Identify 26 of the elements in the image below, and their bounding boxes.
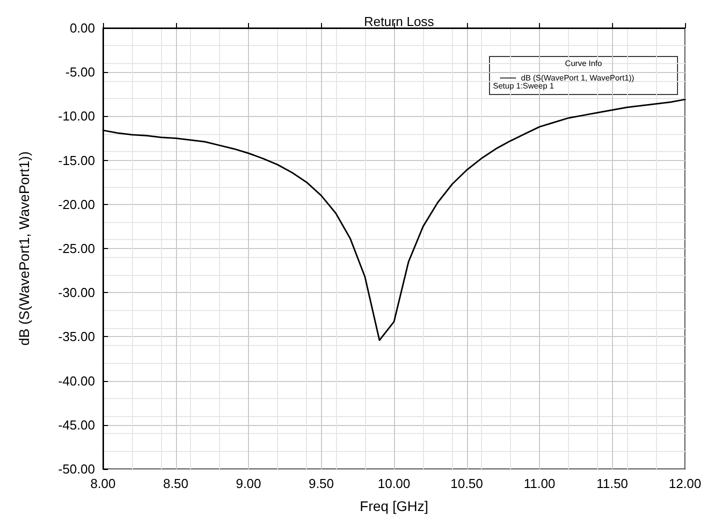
y-tick-label: 0.00 — [70, 20, 95, 36]
x-tick-label: 9.00 — [236, 476, 262, 491]
y-tick-label: -25.00 — [58, 241, 95, 256]
y-tick-label: -45.00 — [58, 417, 95, 432]
x-tick-label: 11.00 — [524, 476, 556, 491]
chart-title: Return Loss — [364, 14, 435, 29]
x-tick-label: 12.00 — [668, 476, 702, 491]
x-axis-title: Freq [GHz] — [360, 498, 428, 514]
y-tick-label: -15.00 — [58, 152, 95, 168]
y-tick-label: -30.00 — [58, 285, 95, 300]
legend-title: Curve Info — [565, 59, 603, 68]
x-tick-label: 9.50 — [308, 476, 334, 491]
legend-label: dB (S(WavePort 1, WavePort1)) — [521, 74, 635, 82]
x-tick-label: 10.50 — [450, 476, 484, 491]
y-tick-label: -35.00 — [58, 329, 95, 344]
x-tick-label: 10.00 — [378, 476, 410, 491]
annotation: Setup 1:Sweep 1 — [493, 82, 554, 90]
y-tick-label: -40.00 — [58, 373, 95, 388]
y-tick-label: -50.00 — [58, 462, 95, 476]
x-tick-label: 8.50 — [163, 476, 188, 491]
y-tick-label: -10.00 — [58, 108, 95, 124]
y-axis-title: dB (S(WavePort1, WavePort1)) — [16, 151, 32, 346]
x-tick-label: 8.00 — [90, 476, 116, 491]
x-tick-label: 11.50 — [596, 476, 628, 491]
y-tick-label: -20.00 — [58, 196, 95, 212]
y-tick-label: -5.00 — [65, 64, 95, 80]
